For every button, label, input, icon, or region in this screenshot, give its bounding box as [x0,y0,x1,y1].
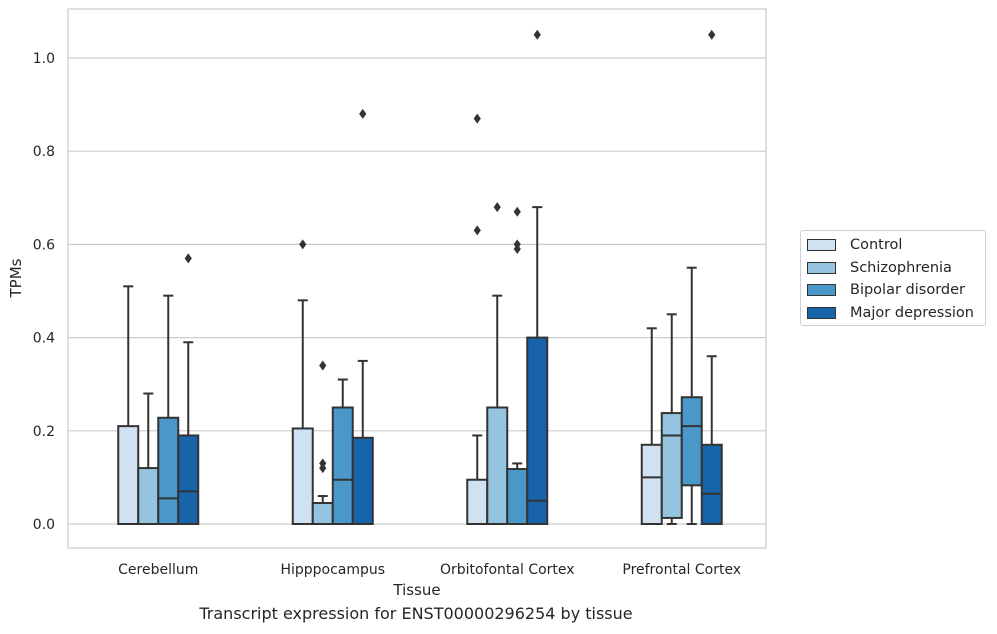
outlier-point [299,239,307,250]
y-tick-label: 0.8 [33,144,55,160]
outlier-point [319,458,327,469]
y-tick-label: 0.6 [33,237,55,253]
outlier-point [533,29,541,40]
box-plot-item [640,327,663,525]
legend-item: Control [807,236,902,254]
legend-swatch [807,284,836,296]
y-tick-label: 0.2 [33,424,55,440]
legend-label: Major depression [850,304,974,321]
plot-frame [67,8,767,549]
box-plot-item [177,253,200,525]
y-tick-label: 1.0 [33,51,55,67]
box-plot-item [660,313,683,525]
x-tick-label: Prefrontal Cortex [622,562,741,578]
box [311,502,334,525]
legend-item: Schizophrenia [807,259,952,277]
box [137,467,160,525]
box [680,396,703,487]
x-axis-title: Tissue [392,581,440,599]
box-plot-item [466,113,489,526]
y-axis-title: TPMs [7,258,25,298]
outlier-point [513,239,521,250]
x-tick-label: Orbitofontal Cortex [440,562,575,578]
outlier-point [513,206,521,217]
box-plot-item [311,360,334,525]
box [506,468,529,525]
box [117,425,140,526]
outlier-point [473,113,481,124]
x-tick-labels: Cerebellum Hipppocampus Orbitofontal Corte… [118,562,741,578]
legend-swatch [807,261,836,274]
outlier-point [184,253,192,264]
legend-label: Bipolar disorder [850,282,965,298]
legend-swatch [807,306,836,319]
box-plot-item [680,266,703,525]
box [466,478,489,526]
outlier-point [319,360,327,371]
box [640,443,663,525]
x-tick-label: Cerebellum [118,562,198,578]
box [660,412,683,519]
box-plot-item [291,239,314,525]
box-plot-item [700,29,723,525]
chart-caption: Transcript expression for ENST0000029625… [199,604,633,623]
legend-label: Schizophrenia [850,259,952,276]
outlier-point [473,225,481,236]
box-plot-item [157,294,180,526]
legend: Control Schizophrenia Bipolar disorder Majo… [800,230,986,326]
box [526,336,549,525]
y-tick-label: 0.4 [33,331,55,347]
box [486,406,509,525]
box-plot-item [526,29,549,525]
box [351,436,374,526]
box-plot-item [486,202,509,525]
outlier-point [708,29,716,40]
box-plot-item [137,392,160,525]
box [157,416,180,526]
box-plot-item [117,285,140,526]
y-tick-label: 0.0 [33,517,55,533]
legend-swatch [807,239,836,251]
box-plot-item [331,378,354,525]
y-tick-labels: 0.0 0.2 0.4 0.6 0.8 1.0 [33,51,55,533]
outlier-point [493,202,501,213]
box [700,443,723,525]
box [177,434,200,525]
legend-item: Bipolar disorder [807,281,965,299]
legend-item: Major depression [807,304,974,322]
box [331,406,354,525]
outlier-point [359,108,367,119]
box-layer [117,29,723,526]
legend-label: Control [850,237,903,253]
box-plot-item [351,108,374,526]
box-plot-item [506,206,529,525]
box [291,427,314,525]
x-tick-label: Hipppocampus [280,562,385,578]
